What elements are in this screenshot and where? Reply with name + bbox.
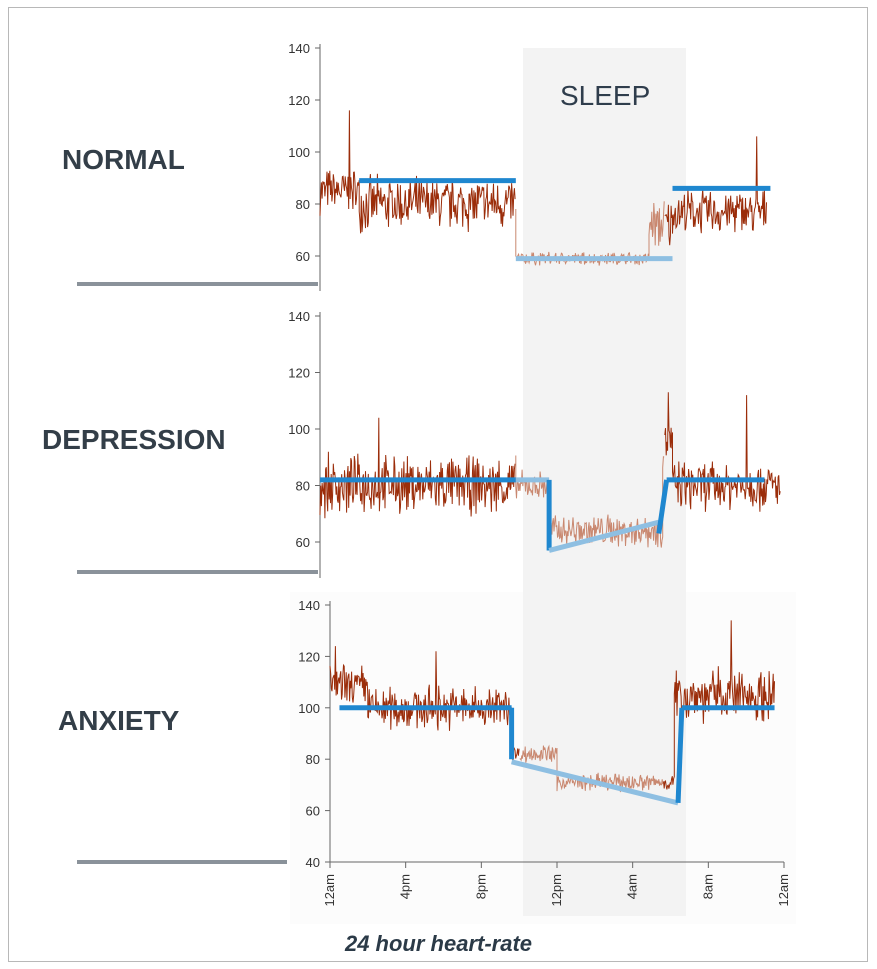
panel-normal: 60 80 100 120 140 <box>77 41 771 291</box>
y-tick-label-140: 140 <box>288 41 310 56</box>
x-tick-label-4: 4am <box>625 874 640 899</box>
panel-depression: 60 80 100 120 140 <box>77 309 781 578</box>
panel-title-depression: DEPRESSION <box>42 424 226 455</box>
y-tick-label-60: 60 <box>296 249 310 264</box>
y-tick-label-60: 60 <box>306 804 320 819</box>
y-tick-label-120: 120 <box>288 366 310 381</box>
raw-signal-sleep <box>515 455 665 548</box>
y-tick-label-80: 80 <box>296 197 310 212</box>
y-tick-label-120: 120 <box>298 649 320 664</box>
x-tick-label-3: 12pm <box>549 874 564 907</box>
sleep-label: SLEEP <box>560 80 651 111</box>
y-tick-label-140: 140 <box>298 598 320 613</box>
x-tick-label-1: 4pm <box>398 874 413 899</box>
raw-signal-sleep <box>519 744 664 793</box>
x-tick-label-2: 8pm <box>473 874 488 899</box>
panel-anxiety: 40 60 80 100 120 140 12am 4pm 8pm 12pm 4am 8am 12am <box>77 598 791 907</box>
footer-caption: 24 hour heart-rate <box>344 931 533 956</box>
y-tick-label-40: 40 <box>306 855 320 870</box>
x-tick-label-6: 12am <box>776 874 791 907</box>
trend-rise <box>656 479 670 534</box>
trend-sleep <box>511 759 679 806</box>
trend-sleep <box>548 519 660 553</box>
y-tick-label-100: 100 <box>288 145 310 160</box>
y-tick-label-60: 60 <box>296 535 310 550</box>
x-tick-label-5: 8am <box>700 874 715 899</box>
trend-rise <box>675 707 685 803</box>
raw-signal-awake-before <box>319 110 516 234</box>
y-tick-label-120: 120 <box>288 93 310 108</box>
y-tick-label-100: 100 <box>298 701 320 716</box>
panel-title-normal: NORMAL <box>62 144 185 175</box>
x-tick-label-0: 12am <box>322 874 337 907</box>
raw-signal-awake-after <box>664 136 767 246</box>
y-tick-label-80: 80 <box>306 752 320 767</box>
y-tick-label-100: 100 <box>288 422 310 437</box>
panel-title-anxiety: ANXIETY <box>58 705 180 736</box>
raw-signal-awake-before <box>329 646 520 762</box>
y-tick-label-140: 140 <box>288 309 310 324</box>
raw-signal-awake-before <box>319 417 516 519</box>
y-tick-label-80: 80 <box>296 479 310 494</box>
